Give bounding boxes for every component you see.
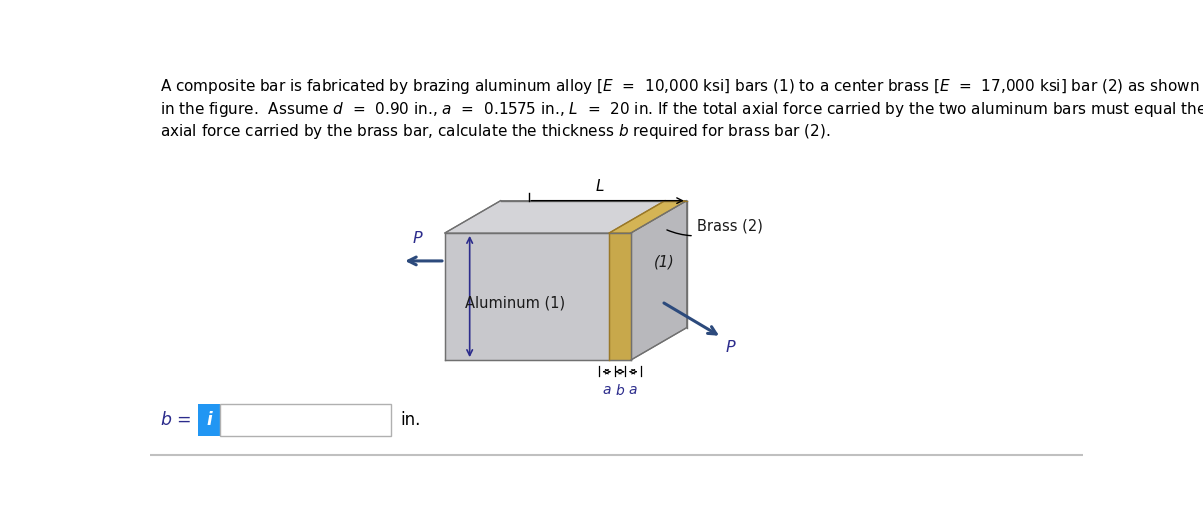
Text: $P$: $P$ (725, 339, 737, 355)
Polygon shape (609, 233, 630, 360)
Text: $a$: $a$ (602, 383, 611, 397)
Polygon shape (609, 201, 687, 233)
Polygon shape (630, 201, 687, 360)
FancyBboxPatch shape (220, 404, 391, 436)
Text: A composite bar is fabricated by brazing aluminum alloy [$E$  =  10,000 ksi] bar: A composite bar is fabricated by brazing… (160, 78, 1199, 97)
Text: in the figure.  Assume $d$  =  0.90 in., $a$  =  0.1575 in., $L$  =  20 in. If t: in the figure. Assume $d$ = 0.90 in., $a… (160, 100, 1203, 119)
Text: in.: in. (399, 411, 420, 429)
Text: Aluminum (1): Aluminum (1) (466, 295, 565, 310)
Text: $a$: $a$ (628, 383, 638, 397)
Text: $P$: $P$ (411, 230, 423, 246)
Text: i: i (207, 411, 212, 429)
Text: (1): (1) (654, 255, 675, 270)
Polygon shape (445, 233, 630, 360)
Text: $d$: $d$ (451, 288, 463, 305)
Text: $L$: $L$ (595, 178, 605, 194)
Text: $b$: $b$ (615, 383, 626, 398)
FancyBboxPatch shape (198, 404, 220, 436)
Text: $b$ =: $b$ = (160, 411, 191, 429)
Text: axial force carried by the brass bar, calculate the thickness $b$ required for b: axial force carried by the brass bar, ca… (160, 122, 830, 141)
Polygon shape (445, 201, 687, 233)
Text: Brass (2): Brass (2) (666, 219, 763, 236)
